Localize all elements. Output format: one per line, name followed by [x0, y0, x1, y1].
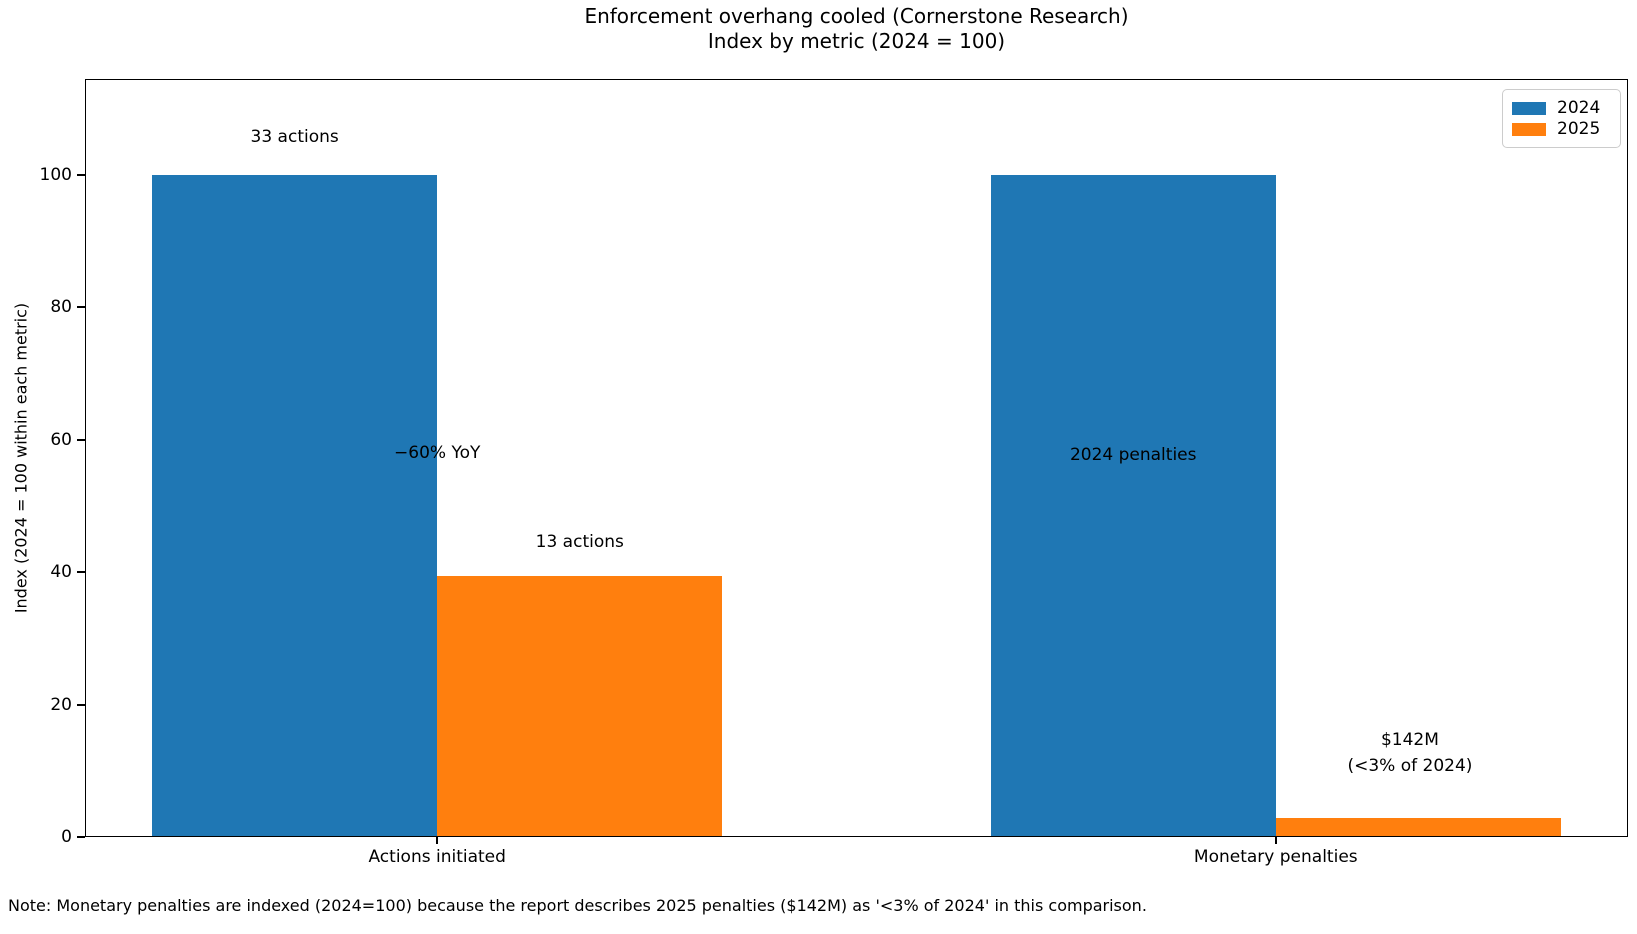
x-tick-mark-actions-initiated	[436, 837, 439, 844]
legend-swatch-2025	[1512, 122, 1546, 136]
chart-title-line1: Enforcement overhang cooled (Cornerstone…	[584, 4, 1129, 28]
y-tick-label-80: 80	[50, 297, 72, 318]
annotation-1: −60% YoY	[394, 443, 481, 464]
x-tick-mark-monetary-penalties	[1274, 837, 1277, 844]
y-tick-mark-0	[77, 836, 85, 838]
bar-2025-monetary-penalties	[1275, 818, 1561, 837]
bar-2024-monetary-penalties	[990, 174, 1276, 837]
y-tick-label-40: 40	[50, 562, 72, 583]
annotation-0: 33 actions	[250, 126, 339, 147]
y-tick-mark-100	[77, 173, 85, 176]
y-tick-mark-40	[77, 571, 85, 574]
legend-label-2024: 2024	[1557, 98, 1601, 118]
bar-2025-actions-initiated	[437, 576, 723, 837]
annotation-3: 2024 penalties	[1069, 445, 1197, 466]
legend-item-2025: 2025	[1512, 119, 1611, 139]
x-tick-label-monetary-penalties: Monetary penalties	[1193, 847, 1358, 867]
chart-title: Enforcement overhang cooled (Cornerstone…	[85, 4, 1628, 54]
y-tick-label-100: 100	[39, 164, 72, 185]
plot-area: 33 actions −60% YoY 13 actions 2024 penalti…	[85, 79, 1628, 837]
chart-title-line2: Index by metric (2024 = 100)	[707, 29, 1006, 53]
legend: 2024 2025	[1502, 89, 1621, 148]
legend-swatch-2024	[1512, 101, 1546, 115]
x-tick-label-actions-initiated: Actions initiated	[368, 847, 506, 867]
annotation-4: $142M (<3% of 2024)	[1347, 729, 1473, 776]
bar-2024-actions-initiated	[152, 174, 438, 837]
y-tick-mark-60	[77, 438, 85, 441]
y-tick-mark-20	[77, 703, 85, 706]
footnote: Note: Monetary penalties are indexed (20…	[8, 896, 1147, 915]
y-tick-label-20: 20	[50, 694, 72, 715]
y-tick-label-0: 0	[61, 827, 72, 847]
y-tick-label-60: 60	[50, 429, 72, 450]
legend-label-2025: 2025	[1557, 119, 1601, 139]
legend-item-2024: 2024	[1512, 98, 1611, 118]
y-tick-mark-80	[77, 306, 85, 309]
annotation-2: 13 actions	[535, 531, 624, 552]
